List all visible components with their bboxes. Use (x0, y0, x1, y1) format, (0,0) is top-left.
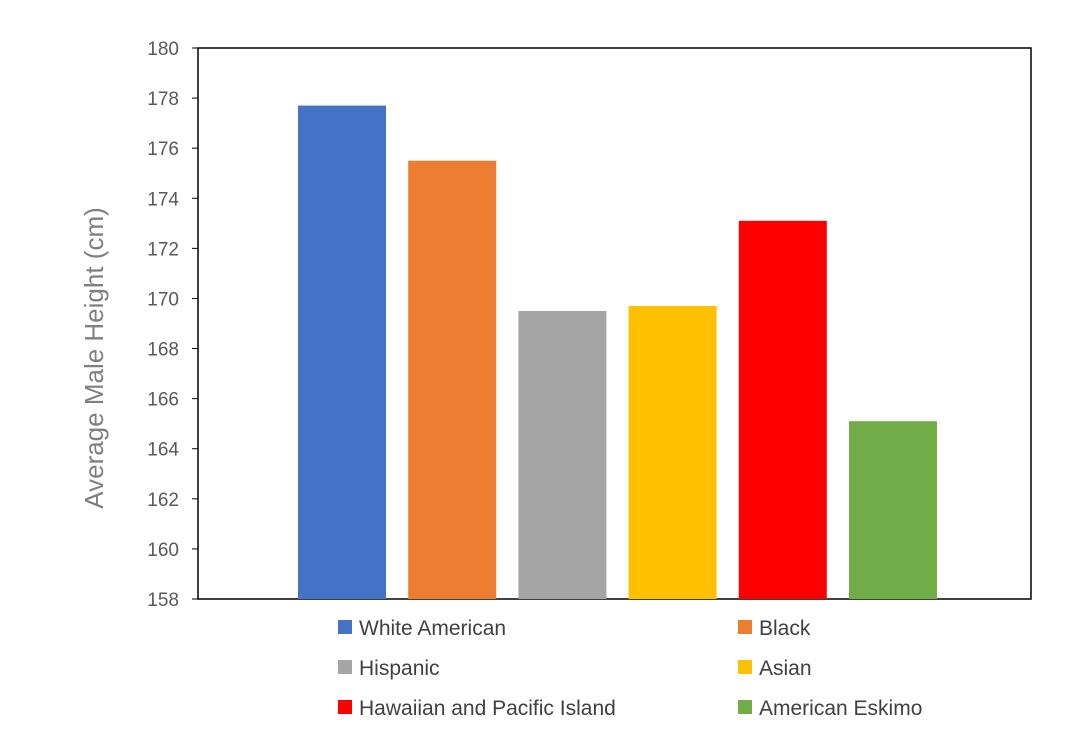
legend-label: Black (759, 617, 811, 640)
y-tick-label: 176 (147, 139, 179, 160)
y-tick-label: 180 (147, 39, 179, 60)
legend-label: Asian (759, 657, 812, 680)
legend-swatch (338, 660, 352, 674)
bar-white-american (298, 105, 386, 599)
plot-area-frame (197, 47, 1032, 600)
bars (298, 105, 937, 600)
y-tick-label: 174 (147, 189, 179, 210)
legend: White American Black Hispanic Asian Hawaiian… (338, 617, 922, 720)
y-tick-label: 164 (147, 440, 179, 461)
legend-swatch (338, 700, 352, 714)
y-axis-label: Average Male Height (cm) (79, 207, 109, 509)
legend-swatch (738, 620, 752, 634)
legend-swatch (738, 660, 752, 674)
legend-label: American Eskimo (759, 697, 922, 720)
y-tick-label: 166 (147, 390, 179, 411)
legend-label: White American (359, 617, 506, 640)
y-tick-label: 168 (147, 340, 179, 361)
y-tick-label: 170 (147, 289, 179, 310)
bar-hawaiian-and-pacific-island (738, 220, 827, 599)
legend-label: Hispanic (359, 657, 440, 680)
y-axis-ticks: 158 160 162 164 166 168 170 172 174 176 178 180 (147, 39, 198, 611)
y-tick-label: 172 (147, 239, 179, 260)
bar-hispanic (518, 310, 607, 599)
y-tick-label: 160 (147, 540, 179, 561)
legend-label: Hawaiian and Pacific Island (359, 697, 616, 720)
bar-black (408, 160, 497, 600)
legend-swatch (338, 620, 352, 634)
legend-swatch (738, 700, 752, 714)
y-tick-label: 158 (147, 590, 179, 611)
bar-asian (628, 305, 717, 599)
y-tick-label: 162 (147, 490, 179, 511)
bar-american-eskimo (849, 421, 937, 599)
y-tick-label: 178 (147, 89, 179, 110)
